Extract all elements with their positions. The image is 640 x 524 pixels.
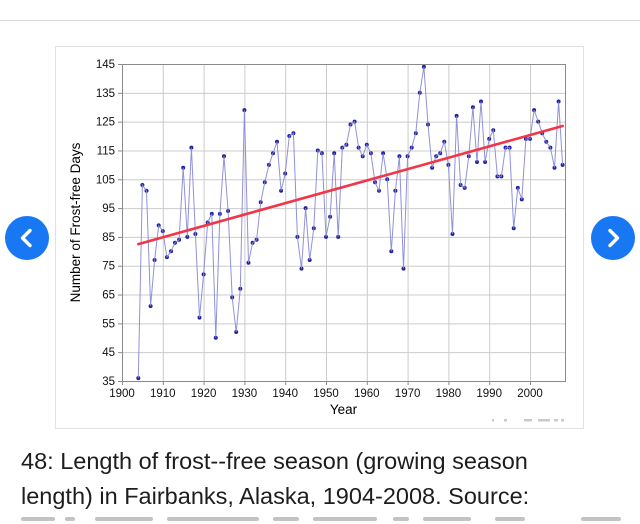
- top-divider: [0, 20, 640, 21]
- svg-text:135: 135: [96, 88, 115, 100]
- svg-text:1900: 1900: [109, 388, 135, 400]
- svg-text:105: 105: [96, 174, 115, 186]
- chart-card: 35 45 55 65 75 85 95 105 115 125 135 145 1900 1910 192…: [55, 46, 584, 429]
- trend-line: [137, 124, 564, 246]
- svg-text:35: 35: [102, 376, 115, 388]
- x-tick-labels: 1900 1910 1920 1930 1940 1950 1960 1970 1980 1990…: [109, 388, 543, 400]
- next-button[interactable]: [591, 216, 635, 260]
- svg-text:75: 75: [102, 261, 115, 273]
- svg-text:1910: 1910: [150, 388, 176, 400]
- svg-text:65: 65: [102, 290, 115, 302]
- chevron-left-icon: [20, 228, 32, 248]
- caption-line-1: 48: Length of frost--free season (growin…: [21, 448, 528, 474]
- frost-chart: 35 45 55 65 75 85 95 105 115 125 135 145 1900 1910 192…: [68, 59, 566, 422]
- svg-text:1980: 1980: [436, 388, 462, 400]
- caption-line-2: length) in Fairbanks, Alaska, 1904-2008.…: [21, 483, 530, 509]
- svg-text:1950: 1950: [313, 388, 339, 400]
- plot-border: [122, 64, 566, 382]
- series-line: [137, 66, 564, 379]
- chevron-right-icon: [608, 228, 620, 248]
- caption-cropped-line: [21, 517, 621, 524]
- svg-text:1920: 1920: [191, 388, 217, 400]
- x-axis-title: Year: [330, 402, 358, 417]
- svg-text:1970: 1970: [395, 388, 421, 400]
- svg-text:145: 145: [96, 59, 115, 71]
- svg-text:45: 45: [102, 347, 115, 359]
- svg-text:55: 55: [102, 318, 115, 330]
- figure-caption: 48: Length of frost--free season (growin…: [21, 444, 631, 514]
- tick-marks: [118, 64, 531, 385]
- svg-text:1930: 1930: [232, 388, 258, 400]
- svg-text:1940: 1940: [272, 388, 298, 400]
- svg-text:1960: 1960: [354, 388, 380, 400]
- svg-text:1990: 1990: [476, 388, 502, 400]
- svg-text:2000: 2000: [517, 388, 543, 400]
- prev-button[interactable]: [5, 216, 49, 260]
- y-tick-labels: 35 45 55 65 75 85 95 105 115 125 135 145: [96, 59, 115, 388]
- watermark-fragments: [492, 419, 564, 422]
- svg-text:95: 95: [102, 203, 115, 215]
- y-axis-title: Number of Frost-free Days: [68, 142, 83, 302]
- svg-text:115: 115: [97, 145, 115, 157]
- svg-text:125: 125: [96, 117, 115, 129]
- data-markers: [136, 64, 565, 381]
- svg-text:85: 85: [102, 232, 115, 244]
